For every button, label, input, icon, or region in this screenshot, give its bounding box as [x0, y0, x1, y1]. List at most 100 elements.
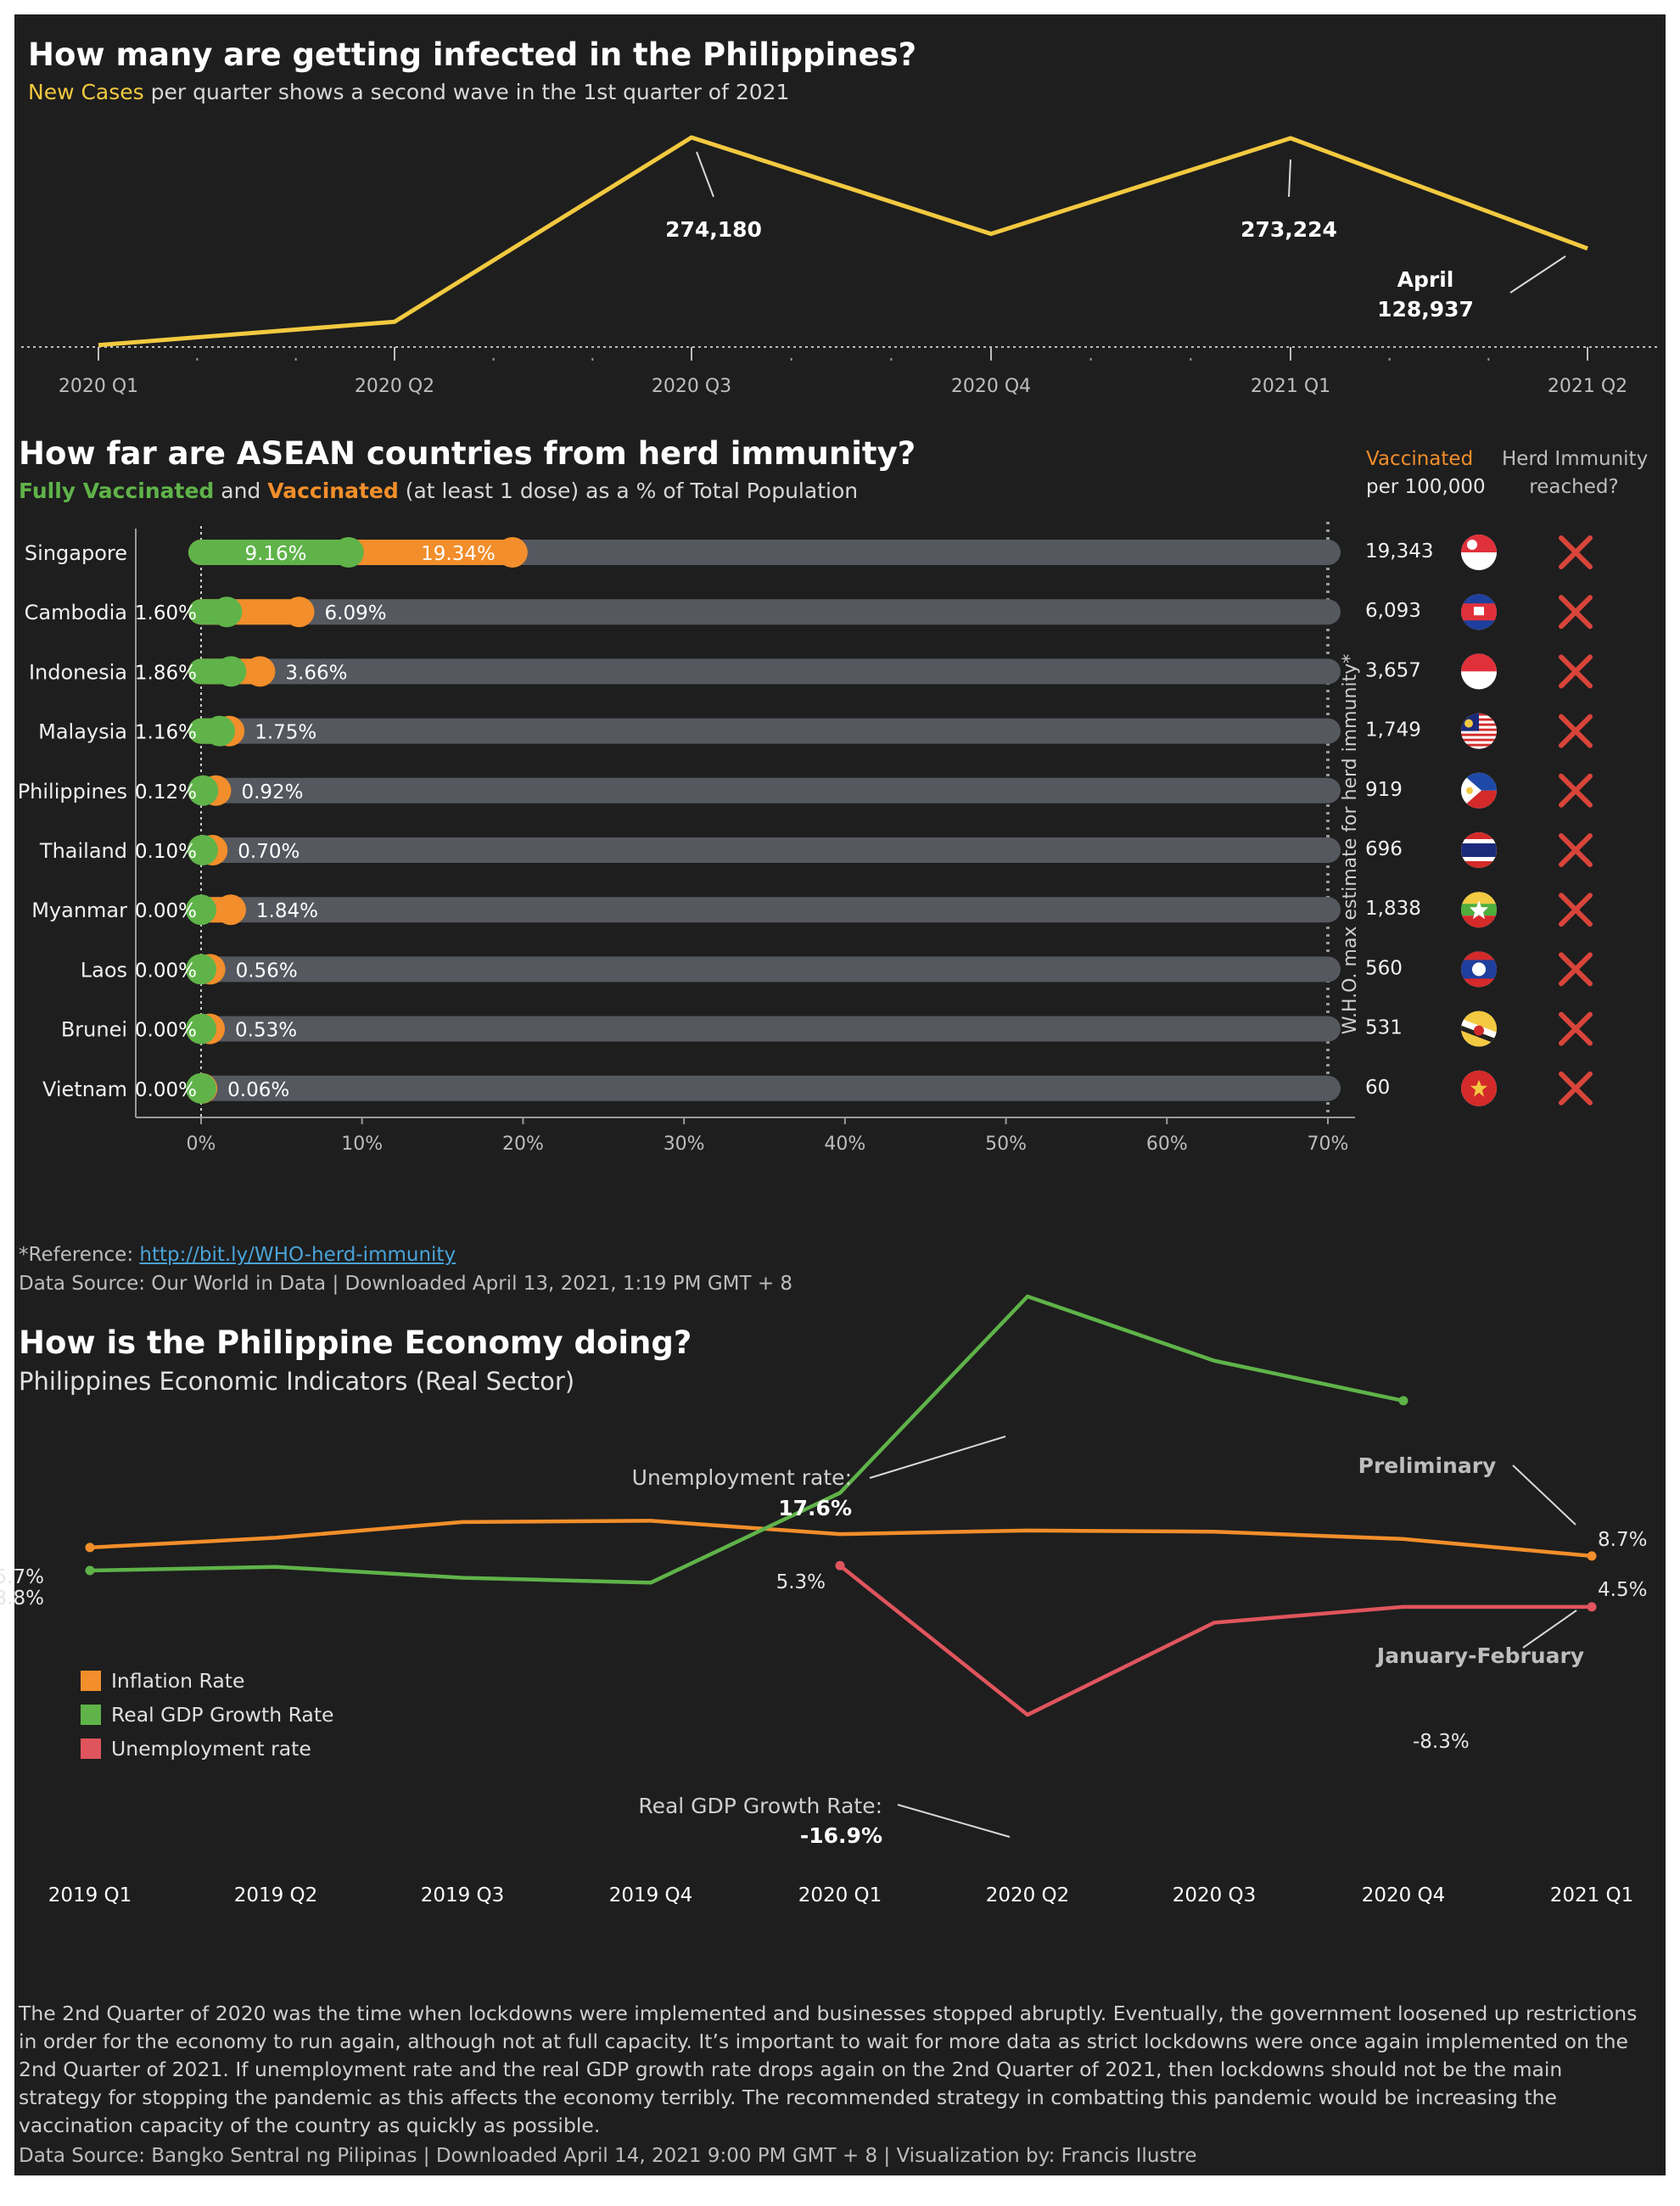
flag-graphic [1461, 832, 1497, 868]
annotation-gdp-value: -16.9% [800, 1823, 882, 1848]
flag-part [1461, 653, 1497, 672]
econ-x-tick-label: 2020 Q2 [986, 1884, 1070, 1906]
econ-x-tick-label: 2020 Q3 [1173, 1884, 1257, 1906]
econ-x-tick-label: 2020 Q1 [798, 1884, 882, 1906]
flag-part [1461, 736, 1497, 739]
flag-part [1470, 900, 1488, 920]
economy-chart: 2019 Q1 2019 Q2 2019 Q3 2019 Q4 2020 Q1 2020 … [48, 1294, 1634, 1906]
economy-subtitle: Philippines Economic Indicators (Real Se… [19, 1367, 575, 1396]
herd-not-reached-icon [1559, 952, 1593, 987]
flag-part [1474, 1025, 1484, 1036]
cases-subtitle: New Cases per quarter shows a second wav… [28, 80, 790, 104]
flag-graphic [1461, 892, 1497, 928]
fully-vaccinated-dot [186, 894, 216, 926]
econ-x-tick-label: 2021 Q1 [1550, 1884, 1634, 1906]
fully-vaccinated-label: 1.16% [135, 722, 197, 744]
who-reference-link[interactable]: http://bit.ly/WHO-herd-immunity [139, 1244, 456, 1266]
country-label: Cambodia [25, 601, 127, 624]
vaccinated-label: 0.56% [236, 960, 298, 982]
cases-x-tick-label: 2021 Q2 [1548, 376, 1627, 397]
cases-x-tick-label: 2020 Q4 [951, 376, 1031, 397]
flag-part [1461, 671, 1497, 690]
flag-graphic [1461, 951, 1497, 988]
vaccinated-label: 1.84% [256, 900, 318, 922]
country-label: Vietnam [42, 1078, 127, 1101]
herd-not-reached-icon [1559, 893, 1593, 927]
fully-vaccinated-label: 9.16% [244, 543, 306, 565]
new-cases-highlight: New Cases [28, 80, 144, 104]
flag-graphic [1461, 1070, 1497, 1106]
label-unemployment-start: 5.3% [776, 1571, 826, 1593]
legend-inflation: Inflation Rate [81, 1669, 244, 1693]
flag-part [1474, 607, 1484, 616]
flag-part [1461, 892, 1497, 904]
flag-part [1461, 746, 1497, 749]
cases-label-q1: 273,224 [1240, 217, 1337, 242]
fully-vaccinated-dot [188, 775, 219, 806]
fully-vaccinated-label: 0.10% [135, 841, 197, 863]
asean-x-tick-label: 20% [502, 1134, 544, 1155]
asean-x-tick-label: 50% [985, 1134, 1027, 1155]
flag-part [1461, 743, 1497, 747]
vaccinated-label: 0.92% [241, 781, 303, 803]
herd-not-reached-icon [1559, 714, 1593, 748]
vaccinated-label: 0.53% [235, 1020, 297, 1042]
flag-graphic [1461, 1011, 1497, 1047]
flag-part [1472, 962, 1486, 977]
gdp-start-dot [85, 1565, 95, 1576]
econ-x-tick-label: 2019 Q2 [234, 1884, 318, 1906]
country-label: Myanmar [31, 899, 127, 922]
flag-part [1466, 787, 1473, 794]
gdp-growth-line [89, 1294, 1404, 1585]
asean-chart: 0% 10% 20% 30% 40% 50% 60% 70% Singapore 9.16% 19.… [18, 522, 1593, 1155]
vaccinated-per-100k-header: Vaccinated per 100,000 [1366, 448, 1486, 498]
flag-part [1461, 843, 1497, 857]
inflation-swatch [81, 1671, 101, 1691]
per-100k-value: 1,838 [1365, 898, 1421, 920]
cases-x-tick-label: 2020 Q1 [59, 376, 138, 397]
label-unemployment-end: 8.7% [1598, 1529, 1647, 1551]
country-label: Malaysia [38, 720, 127, 744]
asean-x-tick-label: 10% [341, 1134, 383, 1155]
asean-title: How far are ASEAN countries from herd im… [19, 435, 916, 472]
per-100k-value: 531 [1365, 1017, 1403, 1039]
flag-part [1461, 535, 1497, 552]
cases-x-tick-label: 2020 Q3 [652, 376, 731, 397]
label-inflation-end: 4.5% [1598, 1579, 1647, 1601]
gdp-end-dot [1398, 1396, 1408, 1406]
new-cases-line [98, 135, 1588, 348]
flag-part [1461, 552, 1497, 570]
cases-annotation-line-q3 [696, 151, 714, 198]
country-label: Thailand [39, 839, 127, 863]
unemployment-end-dot [1587, 1602, 1597, 1612]
herd-not-reached-icon [1559, 654, 1593, 689]
fully-vaccinated-label: 0.00% [135, 960, 197, 982]
fully-vaccinated-dot [204, 715, 236, 747]
flag-part [1461, 738, 1497, 742]
fully-vaccinated-dot [216, 656, 247, 687]
flag-graphic [1461, 594, 1497, 630]
unemployment-line [838, 1564, 1592, 1717]
country-label: Laos [81, 958, 127, 982]
cases-title: How many are getting infected in the Phi… [28, 36, 917, 73]
econ-x-tick-label: 2019 Q1 [48, 1884, 132, 1906]
fully-vaccinated-label: 0.00% [135, 900, 197, 922]
cases-label-april-value: 128,937 [1377, 297, 1474, 322]
conclusion-paragraph: The 2nd Quarter of 2020 was the time whe… [19, 2002, 1638, 2137]
per-100k-value: 560 [1365, 957, 1403, 979]
who-reference-label: W.H.O. max estimate for herd immunity* [1340, 654, 1361, 1034]
country-label: Brunei [61, 1018, 127, 1042]
inflation-end-dot [1587, 1551, 1597, 1561]
fully-vaccinated-label: 0.00% [135, 1020, 197, 1042]
flag-part [1461, 915, 1497, 928]
annotation-january-february: January-February [1375, 1643, 1584, 1668]
per-100k-value: 19,343 [1365, 540, 1433, 563]
per-100k-value: 6,093 [1365, 600, 1421, 622]
econ-x-tick-label: 2019 Q4 [609, 1884, 693, 1906]
herd-not-reached-icon [1559, 1071, 1593, 1106]
annotation-line-unemployment [869, 1436, 1006, 1479]
per-100k-value: 3,657 [1365, 659, 1421, 681]
fully-vaccinated-dot [186, 1072, 216, 1104]
flag-part [1467, 540, 1477, 550]
